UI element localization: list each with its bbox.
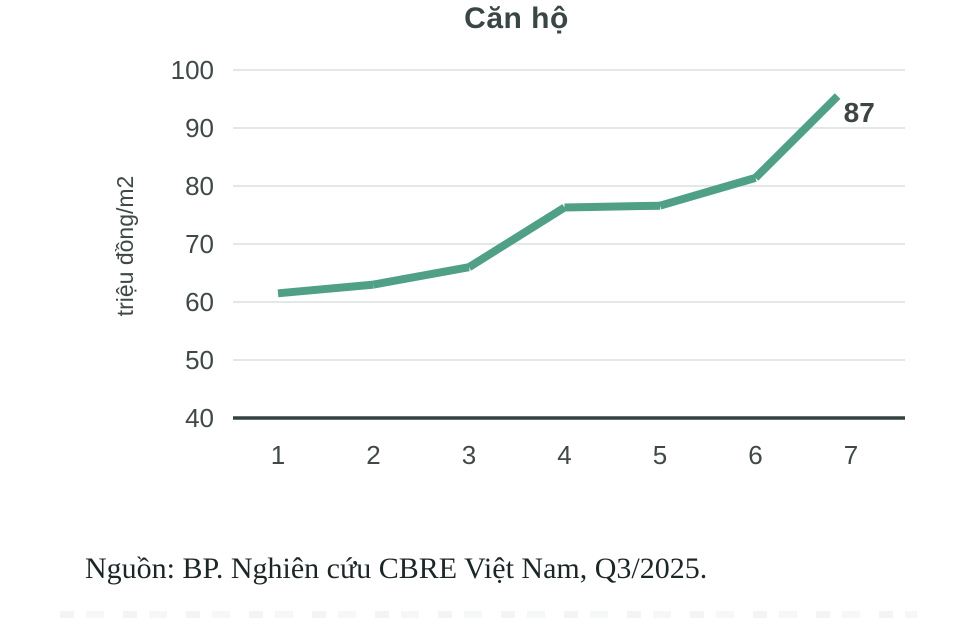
y-tick-label: 50 [185, 345, 214, 375]
last-point-data-label: 87 [844, 97, 875, 128]
series-line-segment [564, 201, 661, 212]
x-tick-label: 5 [653, 440, 667, 470]
y-tick-label: 80 [185, 171, 214, 201]
series-line-segment [277, 280, 374, 298]
y-tick-label: 90 [185, 113, 214, 143]
series-line-segment [658, 174, 757, 210]
y-tick-label: 100 [171, 55, 214, 85]
y-axis-title: triệu đồng/m2 [112, 176, 138, 317]
source-caption: Nguồn: BP. Nghiên cứu CBRE Việt Nam, Q3/… [85, 552, 708, 585]
x-tick-label: 7 [844, 440, 858, 470]
y-tick-label: 60 [185, 287, 214, 317]
chart-title: Căn hộ [464, 2, 569, 35]
x-tick-label: 6 [748, 440, 762, 470]
series-line-segment [466, 204, 567, 271]
cutoff-text-fragment [60, 611, 917, 618]
y-tick-label: 40 [185, 403, 214, 433]
y-tick-label: 70 [185, 229, 214, 259]
x-tick-label: 2 [366, 440, 380, 470]
series-line-segment [752, 93, 841, 181]
x-tick-label: 4 [557, 440, 571, 470]
series-line-segment [372, 263, 470, 289]
x-tick-label: 3 [462, 440, 476, 470]
line-chart: 40 50 60 70 80 90 100 1 2 3 4 5 6 7 triệu đồng/m2 87 [112, 55, 905, 470]
x-tick-label: 1 [271, 440, 285, 470]
